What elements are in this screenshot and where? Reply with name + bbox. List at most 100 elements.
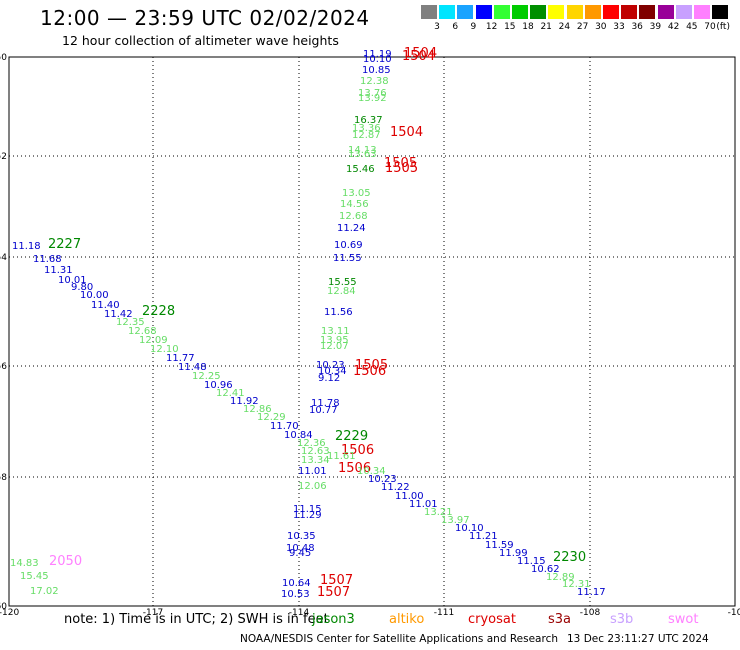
wave-height-label: 14.56 (340, 199, 369, 210)
wave-height-label: 10.69 (334, 240, 363, 251)
wave-height-label: 11.01 (298, 466, 327, 477)
legend-label: 45 (686, 22, 698, 32)
wave-height-label: 12.36 (297, 438, 326, 449)
track-time-label: 2050 (49, 554, 82, 569)
wave-height-label: 12.86 (243, 404, 272, 415)
wave-height-label: 11.42 (104, 309, 133, 320)
wave-height-label: 11.18 (12, 241, 41, 252)
wave-height-label: 11.92 (230, 396, 259, 407)
track-time-label: 1506 (341, 443, 374, 458)
satellite-name: jason3 (312, 612, 355, 627)
wave-height-label: 12.38 (360, 76, 389, 87)
legend-swatch (530, 5, 547, 19)
track-time-label: 1505 (385, 161, 418, 176)
track-time-label: 2228 (142, 304, 175, 319)
wave-height-label: 9.80 (71, 282, 93, 293)
wave-height-label: 11.56 (324, 307, 353, 318)
wave-height-label: 12.09 (139, 335, 168, 346)
wave-height-label: 10.23 (368, 474, 397, 485)
satellite-name: altiko (389, 612, 425, 627)
legend-label: 70 (704, 22, 716, 32)
wave-height-label: 11.68 (33, 254, 62, 265)
lon-tick-label: -108 (580, 608, 601, 618)
wave-height-label: 12.06 (298, 481, 327, 492)
wave-height-label: 10.34 (318, 366, 347, 377)
track-time-label: 1506 (353, 364, 386, 379)
wave-height-label: 11.24 (337, 223, 366, 234)
satellite-name: s3b (610, 612, 634, 627)
legend-swatch (493, 5, 510, 19)
track-time-label: 1504 (390, 125, 423, 140)
wave-height-label: 11.22 (381, 482, 410, 493)
wave-height-label: 10.48 (286, 543, 315, 554)
track-time-label: 1506 (338, 461, 371, 476)
wave-height-label: 11.40 (91, 300, 120, 311)
legend-label: 6 (452, 22, 459, 32)
legend-label: 33 (613, 22, 625, 32)
wave-height-label: 12.07 (320, 341, 349, 352)
wave-height-label: 12.68 (339, 211, 368, 222)
track-time-label: 1504 (402, 49, 435, 64)
wave-height-label: 13.92 (358, 93, 387, 104)
legend-swatch (694, 5, 710, 19)
wave-height-label: 11.17 (577, 587, 606, 598)
track-time-label: 1505 (384, 156, 417, 171)
wave-height-label: 13.76 (358, 88, 387, 99)
legend-label: 9 (470, 22, 477, 32)
lon-tick-label: -111 (434, 608, 454, 618)
wave-height-label: 13.63 (348, 149, 377, 160)
wave-height-label: 11.15 (517, 556, 546, 567)
legend-label: 39 (649, 22, 662, 32)
legend-label: 18 (522, 22, 534, 32)
wave-height-label: 10.64 (282, 578, 311, 589)
wave-height-label: 11.29 (293, 510, 322, 521)
lon-tick-label: -10 (728, 608, 740, 618)
wave-height-label: 10.77 (309, 405, 338, 416)
lon-tick-label: -120 (0, 608, 19, 618)
wave-height-label: 11.77 (166, 353, 195, 364)
wave-height-label: 13.95 (320, 335, 349, 346)
legend-swatch (657, 5, 674, 19)
legend-label: 27 (576, 22, 589, 32)
wave-height-label: 14.83 (10, 558, 39, 569)
wave-height-label: 12.68 (128, 326, 157, 337)
wave-height-label: 11.70 (270, 421, 299, 432)
wave-height-label: 11.61 (327, 451, 356, 462)
map-title: 12:00 — 23:59 UTC 02/02/2024 (40, 6, 370, 30)
wave-height-label: 11.00 (395, 491, 424, 502)
legend-label: 30 (595, 22, 607, 32)
satellite-name: cryosat (468, 612, 516, 627)
lon-tick-label: -117 (143, 608, 163, 618)
legend-swatch (675, 5, 692, 19)
wave-height-label: 10.62 (531, 564, 560, 575)
legend-label: 24 (558, 22, 571, 32)
legend-swatch (712, 5, 729, 19)
wave-height-label: 12.41 (216, 388, 245, 399)
wave-height-label: 15.46 (346, 164, 375, 175)
lat-tick-label: -54 (0, 253, 7, 263)
legend-unit: (ft) (716, 22, 730, 32)
track-time-label: 1504 (404, 46, 437, 61)
legend-swatch (475, 5, 492, 19)
wave-height-label: 15.55 (328, 277, 357, 288)
wave-height-label: 10.53 (281, 589, 310, 600)
wave-height-label: 11.21 (469, 531, 498, 542)
wave-height-label: 16.37 (354, 115, 383, 126)
legend-swatch (512, 5, 528, 19)
wave-height-label: 12.84 (327, 286, 356, 297)
lat-tick-label: -52 (0, 152, 7, 162)
wave-height-label: 10.96 (204, 380, 233, 391)
wave-height-label: 11.19 (363, 49, 392, 60)
lat-tick-label: -58 (0, 473, 7, 483)
wave-height-label: 11.15 (293, 504, 322, 515)
wave-height-label: 12.35 (116, 317, 145, 328)
legend-swatch (457, 5, 474, 19)
legend-label: 21 (540, 22, 552, 32)
wave-height-label: 11.31 (44, 265, 73, 276)
wave-height-label: 13.11 (321, 326, 350, 337)
wave-height-label: 10.23 (316, 360, 345, 371)
wave-height-label: 12.31 (562, 579, 591, 590)
legend-swatch (603, 5, 619, 19)
wave-height-label: 10.35 (287, 531, 316, 542)
legend-swatch (439, 5, 456, 19)
